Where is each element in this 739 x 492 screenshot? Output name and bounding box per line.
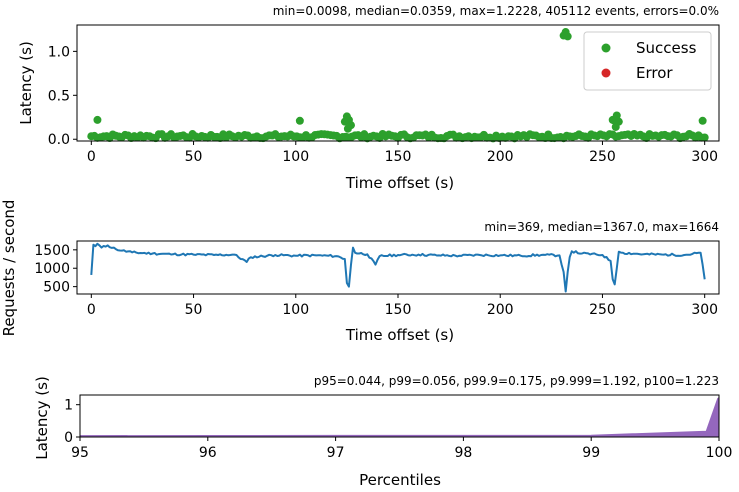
percentile-x-axis-label: Percentiles <box>359 471 441 489</box>
percentile-x-tick-label: 95 <box>71 445 89 461</box>
percentile-x-tick-label: 99 <box>582 445 600 461</box>
latency-scatter-panel: min=0.0098, median=0.0359, max=1.2228, 4… <box>17 4 720 192</box>
percentile-x-tick-label: 96 <box>199 445 217 461</box>
success-point <box>700 133 709 142</box>
success-point <box>343 124 352 133</box>
latency-x-tick-label: 300 <box>691 149 718 165</box>
legend-success-marker <box>601 43 611 53</box>
latency-x-axis-label: Time offset (s) <box>345 174 454 192</box>
success-point <box>93 115 102 124</box>
percentile-area-panel: p95=0.044, p99=0.056, p99.9=0.175, p9.99… <box>33 374 732 489</box>
percentile-y-tick-label: 0 <box>64 430 73 446</box>
success-point <box>698 116 707 125</box>
latency-x-tick-label: 0 <box>87 149 96 165</box>
latency-x-tick-label: 250 <box>589 149 616 165</box>
success-point <box>612 111 621 120</box>
latency-x-tick-label: 50 <box>185 149 203 165</box>
latency-y-tick-label: 0.5 <box>48 88 70 104</box>
latency-y-tick-label: 0.0 <box>48 132 70 148</box>
throughput-line-panel: min=369, median=1367.0, max=1664 0 50 100 1… <box>0 200 720 344</box>
throughput-x-tick-label: 200 <box>487 302 514 318</box>
latency-stats-text: min=0.0098, median=0.0359, max=1.2228, 4… <box>273 4 719 18</box>
percentile-y-tick-label: 1 <box>64 398 73 414</box>
percentile-x-tick-label: 100 <box>706 445 733 461</box>
throughput-stats-text: min=369, median=1367.0, max=1664 <box>484 220 719 234</box>
latency-x-tick-label: 150 <box>385 149 412 165</box>
legend-error-marker <box>601 68 611 78</box>
throughput-x-tick-label: 300 <box>691 302 718 318</box>
latency-x-tick-label: 200 <box>487 149 514 165</box>
success-point <box>295 116 304 125</box>
legend-frame <box>583 31 712 91</box>
latency-axes-frame <box>76 24 720 142</box>
throughput-x-tick-label: 250 <box>589 302 616 318</box>
throughput-axes-frame <box>76 240 720 295</box>
legend-error-label: Error <box>636 64 673 82</box>
percentile-stats-text: p95=0.044, p99=0.056, p99.9=0.175, p9.99… <box>314 374 719 388</box>
latency-x-tick-label: 100 <box>282 149 309 165</box>
throughput-x-axis-label: Time offset (s) <box>345 326 454 344</box>
latency-y-tick-label: 1.0 <box>48 44 70 60</box>
legend: Success Error <box>583 31 712 91</box>
legend-success-label: Success <box>636 39 697 57</box>
percentile-area-plot-area: 95 96 97 98 99 100 0 1 <box>64 394 733 461</box>
success-point <box>563 32 572 41</box>
throughput-y-tick-label: 500 <box>43 280 70 296</box>
latency-y-axis-label: Latency (s) <box>17 41 35 125</box>
throughput-y-axis-label: Requests / second <box>0 200 18 337</box>
throughput-line-plot-area: 0 50 100 150 200 250 300 500 1000 1500 <box>34 240 720 318</box>
throughput-x-tick-label: 100 <box>282 302 309 318</box>
throughput-x-tick-label: 150 <box>385 302 412 318</box>
throughput-x-tick-label: 0 <box>87 302 96 318</box>
latency-scatter-plot-area: 0 50 100 150 200 250 300 0.0 0.5 1.0 <box>48 24 720 165</box>
percentile-axes-frame <box>79 394 720 438</box>
throughput-y-tick-label: 1500 <box>34 243 70 259</box>
percentile-x-tick-label: 98 <box>454 445 472 461</box>
percentile-y-axis-label: Latency (s) <box>33 376 51 460</box>
percentile-area <box>79 396 720 438</box>
throughput-y-tick-label: 1000 <box>34 261 70 277</box>
throughput-x-tick-label: 50 <box>185 302 203 318</box>
requests-per-second-line <box>90 242 706 293</box>
success-point <box>611 122 620 131</box>
percentile-x-tick-label: 97 <box>327 445 345 461</box>
